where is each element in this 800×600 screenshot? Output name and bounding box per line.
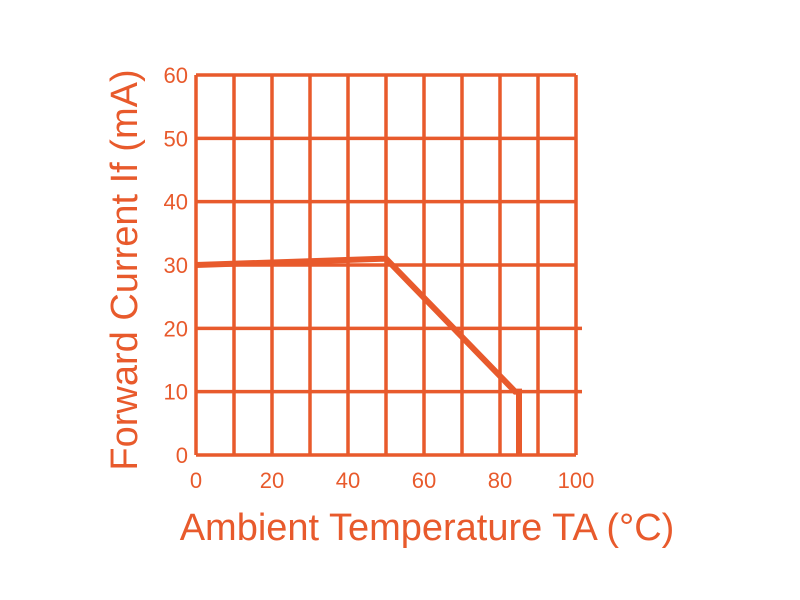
x-tick-labels: 0 20 40 60 80 100 <box>190 468 594 493</box>
x-tick-label: 80 <box>488 468 512 493</box>
x-tick-label: 20 <box>260 468 284 493</box>
x-tick-label: 100 <box>558 468 595 493</box>
y-axis-title: Forward Current If (mA) <box>104 69 146 470</box>
y-tick-labels: 0 10 20 30 40 50 60 <box>164 63 188 468</box>
x-tick-label: 60 <box>412 468 436 493</box>
y-tick-label: 40 <box>164 190 188 215</box>
y-tick-label: 30 <box>164 253 188 278</box>
series-layer <box>195 255 522 455</box>
y-tick-label: 0 <box>176 443 188 468</box>
y-tick-label: 50 <box>164 126 188 151</box>
y-tick-label: 60 <box>164 63 188 88</box>
x-tick-label: 0 <box>190 468 202 493</box>
x-tick-label: 40 <box>336 468 360 493</box>
y-tick-label: 10 <box>164 380 188 405</box>
series-line <box>195 255 522 455</box>
x-axis-title: Ambient Temperature TA (°C) <box>180 507 675 549</box>
y-tick-label: 20 <box>164 316 188 341</box>
